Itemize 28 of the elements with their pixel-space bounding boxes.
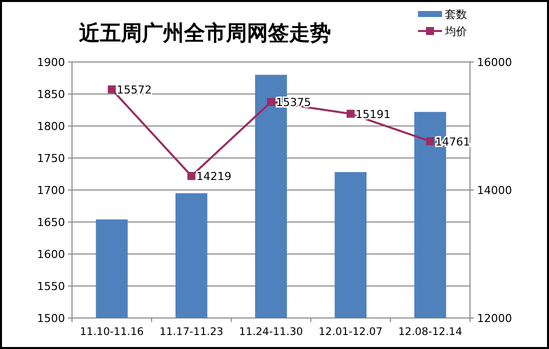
x-tick-label: 11.24-11.30 [239, 326, 303, 338]
y2-tick-label: 14000 [477, 184, 512, 197]
y-tick-label: 1600 [37, 248, 65, 261]
y-tick-label: 1500 [37, 312, 65, 325]
data-label: 15191 [356, 108, 391, 121]
y-tick-label: 1800 [37, 120, 65, 133]
y-tick-label: 1700 [37, 184, 65, 197]
point [267, 98, 275, 106]
legend-label: 套数 [445, 8, 467, 21]
data-label: 14219 [196, 170, 232, 183]
data-label: 15572 [116, 83, 152, 96]
y-tick-label: 1750 [37, 152, 65, 165]
y2-tick-label: 12000 [477, 312, 512, 325]
point [426, 137, 434, 146]
y-tick-label: 1850 [37, 88, 65, 101]
x-tick-label: 11.10-11.16 [80, 326, 144, 338]
point [108, 85, 116, 94]
point [187, 172, 196, 180]
y-tick-label: 1900 [37, 56, 65, 69]
y-tick-label: 1550 [37, 280, 65, 293]
x-tick-label: 12.08-12.14 [398, 326, 462, 338]
x-tick-label: 12.01-12.07 [318, 326, 383, 338]
x-tick-label: 11.17-11.23 [159, 326, 224, 338]
y2-tick-label: 16000 [477, 56, 512, 69]
chart-title: 近五周广州全市周网签走势 [78, 21, 331, 45]
y-tick-label: 1650 [37, 216, 65, 229]
legend-label: 均价 [444, 25, 467, 38]
point [346, 110, 355, 118]
